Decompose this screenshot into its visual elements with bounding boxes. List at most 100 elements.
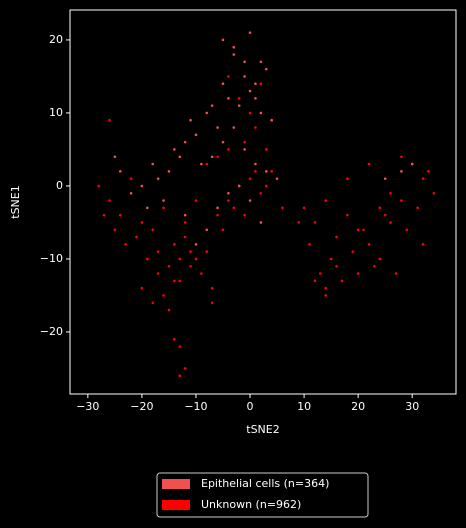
point	[383, 213, 387, 217]
point	[264, 184, 268, 188]
point	[319, 272, 322, 275]
point	[162, 199, 165, 202]
point	[227, 75, 230, 78]
point	[416, 206, 419, 210]
y-tick-label: −10	[40, 252, 63, 265]
point	[140, 221, 144, 224]
point	[324, 286, 328, 290]
point	[227, 199, 230, 202]
point	[367, 162, 371, 166]
point	[221, 228, 225, 232]
x-tick-label: 30	[405, 400, 419, 413]
point	[129, 177, 133, 180]
point	[243, 148, 246, 151]
y-tick-label: 0	[56, 179, 63, 192]
point	[259, 191, 263, 195]
point	[162, 294, 165, 297]
point	[410, 162, 414, 166]
point	[243, 213, 246, 217]
point	[427, 170, 430, 173]
point	[243, 140, 246, 144]
point	[389, 191, 392, 195]
point	[151, 301, 155, 305]
point	[216, 213, 219, 217]
point	[194, 243, 198, 246]
ticks: −30 −20 −10 0 10 20 30 −20 −10 0 10 20	[40, 33, 419, 413]
point	[108, 118, 111, 122]
point	[156, 177, 160, 180]
point	[183, 235, 187, 239]
point	[346, 213, 349, 217]
point	[173, 279, 176, 283]
point	[140, 184, 144, 188]
point	[221, 38, 225, 42]
point	[313, 279, 317, 283]
point	[205, 111, 209, 115]
point	[227, 97, 230, 100]
point	[254, 97, 257, 100]
point	[178, 374, 182, 378]
point	[151, 228, 155, 232]
point	[248, 89, 252, 93]
point	[248, 31, 252, 34]
point	[356, 272, 360, 275]
legend-box	[156, 472, 369, 518]
point	[124, 243, 127, 246]
point	[400, 155, 403, 159]
point	[183, 221, 187, 224]
point	[210, 155, 214, 159]
point	[243, 75, 246, 78]
point	[113, 228, 117, 232]
x-tick-label: 0	[247, 400, 254, 413]
point	[118, 213, 122, 217]
point	[254, 170, 257, 173]
point	[405, 228, 409, 232]
point	[178, 345, 182, 348]
x-tick-label: −10	[184, 400, 207, 413]
point	[221, 140, 225, 144]
point	[248, 111, 252, 115]
point	[183, 367, 187, 370]
point	[200, 272, 203, 275]
point	[210, 104, 214, 107]
point	[232, 206, 236, 210]
x-tick-label: 10	[297, 400, 311, 413]
point	[194, 199, 198, 202]
point	[227, 148, 230, 151]
point	[210, 286, 214, 290]
point	[156, 250, 160, 253]
y-tick-label: 20	[49, 33, 63, 46]
point	[237, 104, 241, 107]
point	[216, 206, 219, 210]
point	[254, 126, 257, 129]
point	[108, 199, 111, 202]
point	[383, 177, 387, 180]
point	[254, 82, 257, 86]
y-axis-label: tSNE1	[9, 185, 22, 218]
point	[259, 221, 263, 224]
point	[162, 206, 165, 210]
point	[302, 206, 306, 210]
point	[270, 170, 273, 173]
point	[259, 82, 263, 86]
point	[351, 250, 355, 253]
point	[178, 155, 182, 159]
y-tick-label: −20	[40, 325, 63, 338]
point	[178, 279, 182, 283]
point	[189, 264, 192, 268]
point	[167, 264, 171, 268]
point	[378, 257, 382, 261]
point	[264, 170, 268, 173]
point	[259, 111, 263, 115]
legend-label: Epithelial cells (n=364)	[201, 477, 329, 490]
point	[248, 177, 252, 180]
point	[362, 228, 365, 232]
point	[129, 191, 133, 195]
point	[194, 257, 198, 261]
point	[275, 177, 279, 180]
x-tick-label: 20	[351, 400, 365, 413]
point	[173, 337, 176, 341]
point	[232, 45, 236, 49]
point	[113, 155, 117, 159]
point	[200, 162, 203, 166]
